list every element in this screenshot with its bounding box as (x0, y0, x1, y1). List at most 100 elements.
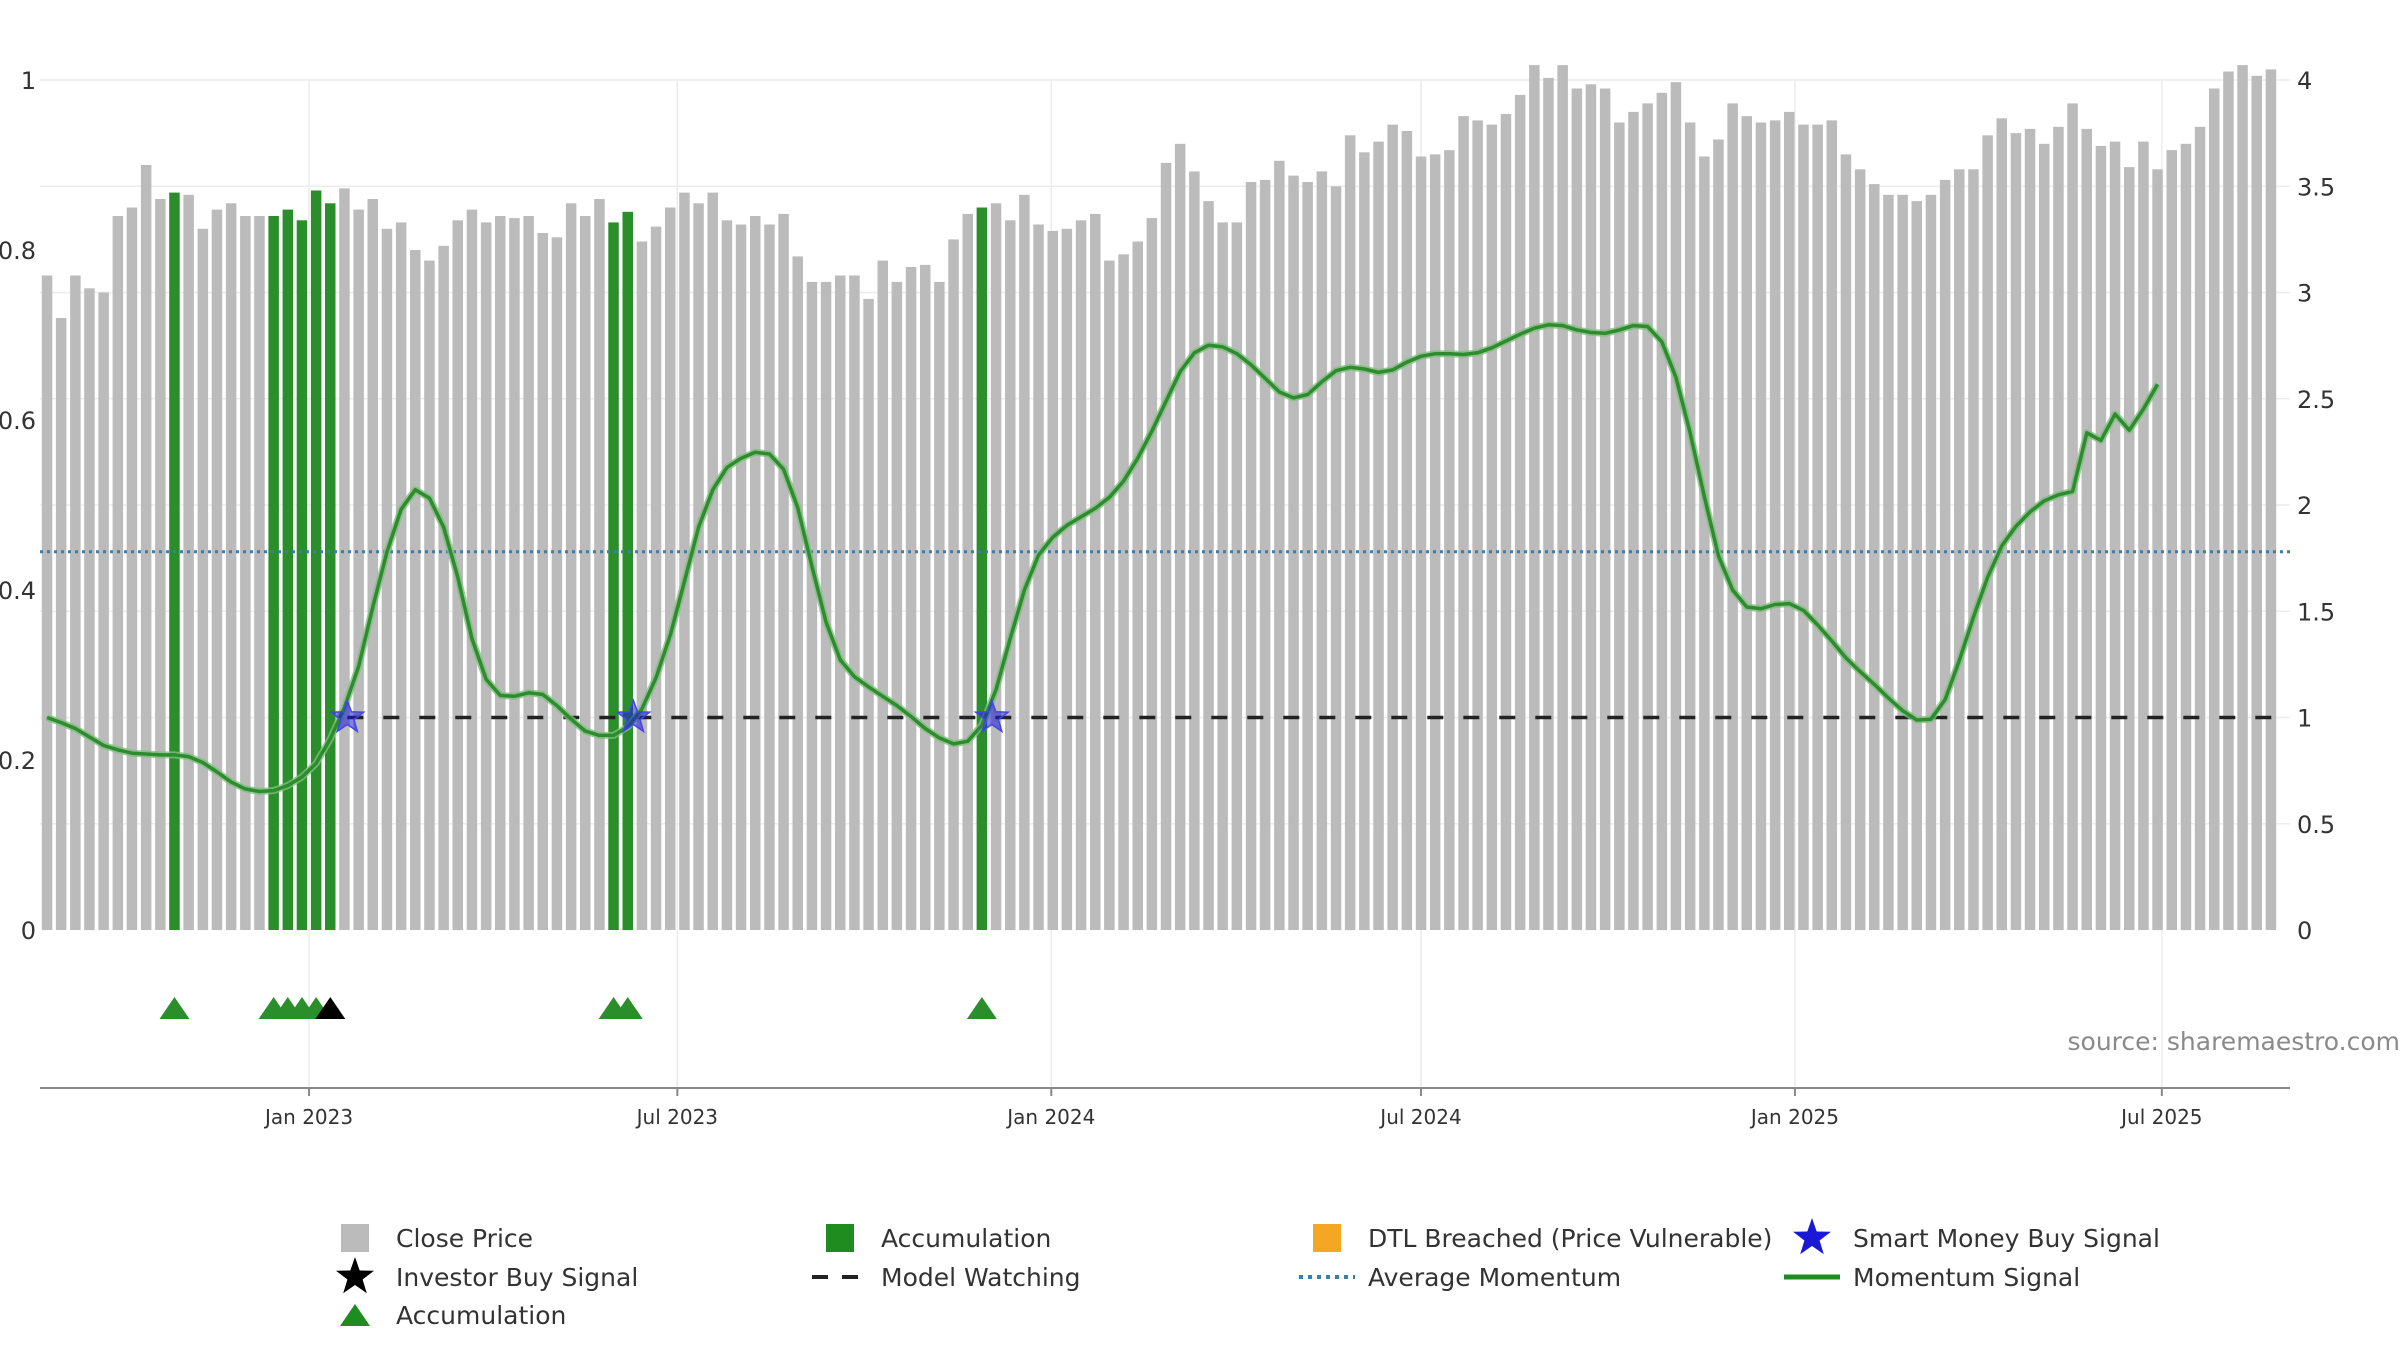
price-bar (1713, 139, 1724, 930)
axes: 0 0.2 0.4 0.6 0.8 1 0 0.5 1 1.5 2 2.5 3 3.5 4 Jan 2023 J… (0, 67, 2335, 1129)
price-bar (126, 207, 138, 930)
price-bar (1019, 194, 1030, 931)
price-bars (41, 65, 2277, 931)
price-bar (1075, 220, 1087, 931)
legend-label: Accumulation (881, 1224, 1051, 1253)
price-bar (1954, 169, 1965, 931)
price-bar (339, 188, 350, 930)
price-bar (2095, 145, 2107, 930)
price-bar (2138, 141, 2149, 931)
price-bar (1458, 116, 1469, 931)
price-bar (1854, 169, 1866, 931)
price-bar (1642, 103, 1653, 930)
price-bar (1061, 228, 1073, 931)
price-bar (948, 239, 959, 930)
price-bar (296, 220, 308, 931)
legend-star-icon (336, 1257, 374, 1294)
price-bar (1840, 154, 1852, 930)
price-bar (1996, 118, 2007, 931)
legend-item: Close Price (341, 1224, 533, 1253)
price-bar (1769, 120, 1781, 930)
price-bar (70, 275, 81, 930)
legend-label: Accumulation (396, 1301, 566, 1330)
price-bar (1160, 162, 1172, 930)
legend-triangle-icon (340, 1304, 370, 1326)
price-bar (1203, 201, 1214, 931)
price-bar (1189, 171, 1200, 930)
price-bar (1415, 156, 1427, 930)
price-bar (1741, 116, 1752, 931)
price-bar (1486, 124, 1498, 931)
right-tick-label: 4 (2297, 67, 2312, 95)
price-bar (636, 241, 648, 930)
price-bar (2039, 143, 2050, 931)
legend-item: Investor Buy Signal (336, 1257, 638, 1294)
price-bar (1670, 82, 1682, 931)
price-bar (976, 207, 988, 930)
price-bar (551, 237, 563, 931)
price-bar (1090, 213, 1101, 930)
right-tick-label: 2.5 (2297, 386, 2335, 414)
price-bar (1784, 111, 1795, 930)
price-bar (849, 275, 860, 930)
left-tick-label: 0.2 (0, 747, 36, 775)
price-bar (2053, 126, 2064, 931)
price-bar (1373, 141, 1384, 931)
price-bar (565, 203, 577, 931)
price-bar (2265, 69, 2277, 930)
price-bar (990, 203, 1002, 931)
price-bar (1005, 220, 1016, 931)
price-bar (1897, 194, 1908, 931)
price-bar (1968, 169, 1979, 931)
price-bar (2152, 169, 2163, 931)
price-bar (268, 216, 279, 930)
price-bar (962, 213, 973, 930)
price-bar (1727, 103, 1738, 930)
price-bar (480, 222, 492, 930)
price-bar (905, 267, 917, 930)
price-bar (721, 220, 733, 931)
legend-label: DTL Breached (Price Vulnerable) (1368, 1224, 1772, 1253)
price-bar (282, 209, 294, 931)
left-tick-label: 0.4 (0, 577, 36, 605)
legend-square-icon (1313, 1224, 1341, 1252)
price-bar (367, 199, 378, 930)
price-bar (55, 318, 67, 930)
accumulation-triangle (966, 997, 997, 1019)
left-tick-label: 0 (21, 917, 36, 945)
accumulation-triangle (159, 997, 190, 1019)
price-bar (2237, 65, 2248, 931)
price-bar (1259, 179, 1271, 930)
accumulation-triangle (612, 997, 643, 1019)
price-bar (580, 216, 591, 930)
legend-square-icon (826, 1224, 854, 1252)
legend-star-icon (1793, 1218, 1831, 1255)
price-bar (1911, 201, 1922, 931)
momentum-signal-line (46, 323, 2160, 794)
price-bar (2209, 88, 2220, 930)
price-bar (1939, 179, 1951, 930)
price-bar (1982, 135, 1993, 931)
accumulation-triangles (159, 997, 997, 1019)
price-bar (1812, 124, 1823, 931)
price-bar (438, 245, 449, 931)
price-bar (1883, 194, 1894, 931)
price-bar (1869, 184, 1880, 931)
price-bar (920, 264, 931, 930)
price-bar (2124, 167, 2135, 931)
price-bar (1429, 154, 1441, 930)
smart-money-buy-star (973, 698, 1011, 734)
right-tick-label: 2 (2297, 492, 2312, 520)
buy-signal-stars (329, 698, 1011, 734)
price-bar (1543, 77, 1554, 930)
price-bar (1684, 122, 1696, 930)
x-tick-label: Jul 2025 (2119, 1105, 2202, 1129)
price-bar (1033, 224, 1044, 930)
price-bar (310, 190, 322, 930)
price-bar (1104, 260, 1115, 931)
price-bar (1444, 150, 1455, 931)
price-bar (1132, 241, 1143, 930)
price-bar (1359, 152, 1370, 931)
right-tick-label: 1 (2297, 705, 2312, 733)
legend-item: Average Momentum (1299, 1263, 1621, 1292)
